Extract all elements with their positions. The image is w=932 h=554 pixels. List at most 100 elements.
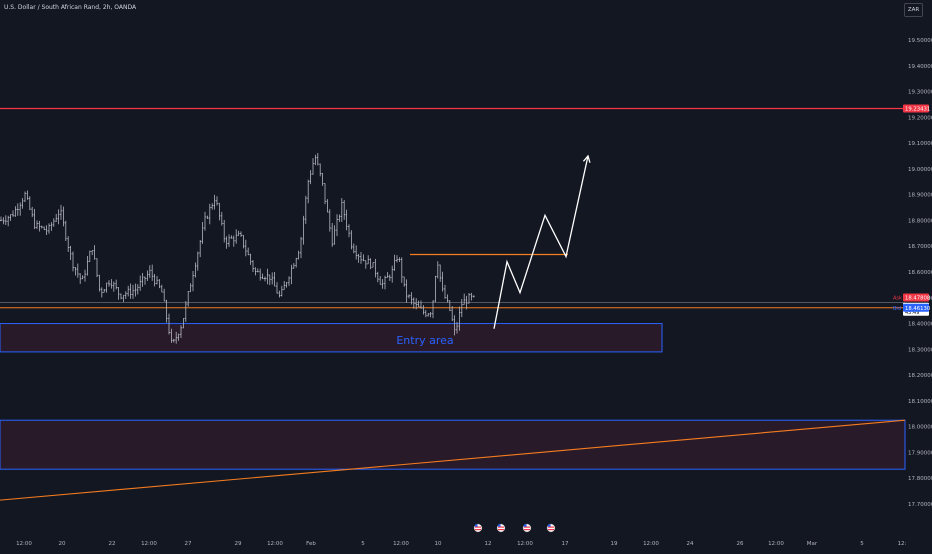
x-tick-label: 12:00 [141, 541, 157, 547]
ohlc-bar [43, 226, 46, 231]
ohlc-bar [57, 209, 60, 225]
ohlc-bar [295, 257, 298, 268]
ohlc-bar [12, 210, 14, 217]
ohlc-bar [206, 215, 209, 219]
projection-path[interactable] [493, 155, 589, 329]
economic-event-flag-icon[interactable] [546, 523, 556, 533]
ohlc-bar [196, 251, 199, 271]
ohlc-bar [336, 214, 338, 237]
ohlc-bar [62, 206, 65, 227]
ohlc-bar [374, 258, 377, 278]
economic-event-flag-icon[interactable] [522, 523, 532, 533]
ohlc-bar [321, 172, 324, 186]
ohlc-bar [208, 203, 211, 225]
ohlc-bar [240, 231, 242, 237]
ohlc-bar [408, 294, 410, 299]
ohlc-bar [33, 208, 36, 230]
ohlc-bar [112, 281, 115, 292]
ohlc-bar [0, 216, 2, 222]
ohlc-bar [312, 158, 314, 175]
ohlc-bar [182, 317, 185, 329]
economic-event-flag-icon[interactable] [473, 523, 483, 533]
y-tick-label: 19.30000 [908, 90, 932, 96]
ohlc-bar [74, 266, 77, 276]
y-tick-label: 19.50000 [908, 38, 932, 44]
ohlc-bar [36, 220, 38, 230]
x-tick-label: 12: [898, 541, 907, 547]
trendline[interactable] [0, 419, 906, 501]
flag-stripe [475, 529, 481, 531]
ohlc-bar [316, 153, 319, 166]
ohlc-bar [290, 264, 293, 285]
ohlc-bar [352, 243, 355, 254]
flag-canton [475, 524, 478, 527]
ohlc-bar [436, 261, 439, 279]
ohlc-bar [410, 292, 413, 305]
ohlc-bar [213, 194, 216, 210]
resistance-price-label-box [903, 104, 929, 113]
ohlc-bar [184, 301, 187, 322]
currency-button[interactable]: ZAR [904, 3, 923, 17]
ask-price-label: 18.47808 [905, 296, 931, 302]
ohlc-bar [117, 287, 120, 300]
demand-zone-2[interactable] [0, 419, 906, 470]
ohlc-bar [4, 215, 7, 226]
ohlc-bar [204, 211, 206, 231]
ohlc-bar [362, 254, 365, 262]
ohlc-bar [379, 275, 382, 285]
ohlc-bar [256, 268, 259, 273]
x-tick-label: 27 [185, 541, 192, 547]
ohlc-bar [67, 236, 70, 252]
ohlc-bar [444, 284, 446, 299]
ohlc-bar [175, 331, 178, 344]
x-tick-label: 26 [737, 541, 744, 547]
ohlc-bar [372, 262, 374, 268]
ohlc-bar [105, 282, 108, 293]
x-tick-label: 19 [611, 541, 618, 547]
ohlc-bar [242, 234, 245, 249]
ohlc-bar [343, 200, 346, 220]
entry-area-label: Entry area [396, 334, 453, 347]
ohlc-bar [76, 263, 79, 278]
economic-event-flag-icon[interactable] [496, 523, 506, 533]
ohlc-bar [364, 260, 367, 269]
ohlc-bar [151, 264, 154, 281]
ohlc-bar [400, 257, 403, 283]
ohlc-bar [424, 309, 427, 318]
ohlc-bar [360, 252, 362, 264]
ohlc-bar [153, 273, 156, 287]
ohlc-bar [139, 275, 142, 291]
ohlc-bar [280, 285, 283, 297]
resistance-price-label: 19.23431 [905, 106, 930, 112]
ohlc-bar [309, 170, 312, 185]
ohlc-bar [235, 229, 238, 244]
ohlc-bar [468, 292, 470, 304]
y-tick-label: 19.10000 [908, 141, 932, 147]
y-tick-label: 18.40000 [908, 322, 932, 328]
ohlc-bar [338, 214, 341, 222]
ohlc-bar [357, 253, 360, 263]
flag-canton [548, 524, 551, 527]
y-tick-label: 19.00000 [908, 167, 932, 173]
ohlc-bar [472, 295, 475, 298]
flag-stripe [548, 526, 554, 528]
ohlc-bar [165, 299, 168, 323]
y-tick-label: 17.90000 [908, 450, 932, 456]
ohlc-bar [340, 198, 343, 223]
ohlc-bar [415, 298, 418, 310]
y-tick-label: 18.70000 [908, 244, 932, 250]
x-tick-label: 20 [59, 541, 66, 547]
ohlc-bar [79, 273, 82, 284]
ohlc-bar [2, 217, 5, 225]
ohlc-bar [388, 274, 391, 281]
ohlc-bar [432, 300, 434, 319]
x-tick-label: 12:00 [393, 541, 409, 547]
ohlc-bar [93, 245, 96, 260]
ohlc-bar [40, 225, 43, 229]
ohlc-bar [429, 311, 432, 318]
x-tick-label: 5 [361, 541, 365, 547]
flag-stripe [548, 529, 554, 531]
demand-zone-1[interactable] [0, 323, 663, 353]
